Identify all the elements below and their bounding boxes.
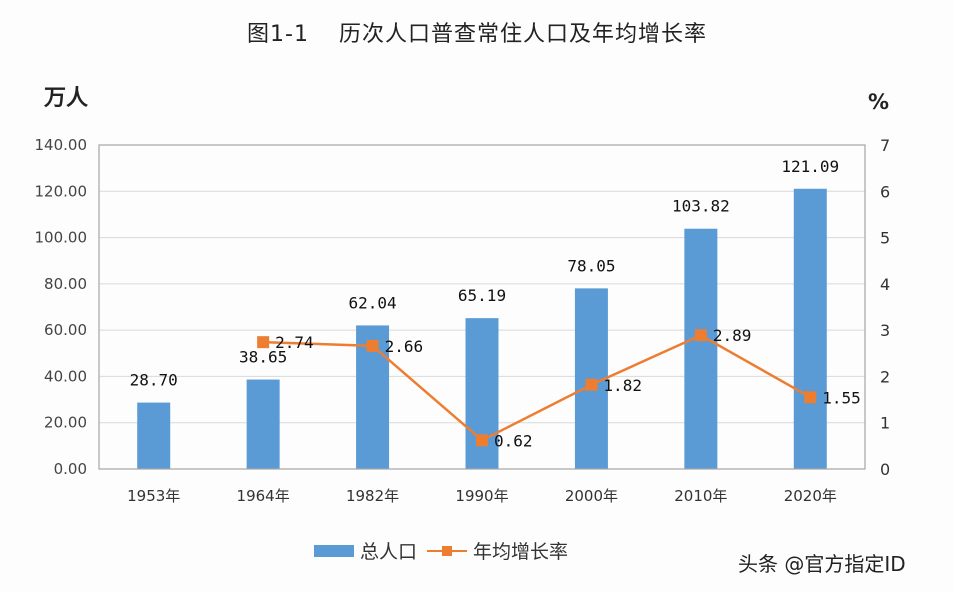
x-axis-tick: 1964年 <box>237 487 290 505</box>
axis-ticks: 0.0020.0040.0060.0080.00100.00120.00140.… <box>35 136 891 505</box>
left-axis-tick: 100.00 <box>35 229 88 247</box>
bar <box>137 402 171 469</box>
bar <box>793 188 827 470</box>
left-axis-tick: 140.00 <box>35 136 88 154</box>
line-value-label: 2.66 <box>385 337 424 356</box>
plot-frame <box>98 144 866 470</box>
left-axis-tick: 40.00 <box>44 367 87 385</box>
line-value-label: 1.55 <box>822 388 861 407</box>
title-text: 历次人口普查常住人口及年均增长率 <box>338 22 707 47</box>
bar-value-label: 121.09 <box>781 157 839 176</box>
left-axis-tick: 20.00 <box>44 414 87 432</box>
bar-value-label: 38.65 <box>239 348 287 367</box>
right-axis-tick: 3 <box>880 321 890 340</box>
data-labels: 28.70 38.65 62.04 65.19 78.05 103.82 121.09 2.7… <box>130 157 861 451</box>
right-axis-tick: 0 <box>880 460 890 479</box>
legend: 总人口 年均增长率 <box>314 537 568 564</box>
right-axis-tick: 6 <box>880 182 890 201</box>
square-marker-icon <box>585 378 598 391</box>
bar <box>684 228 718 469</box>
bar-value-label: 28.70 <box>130 371 178 390</box>
watermark: 头条 @官方指定ID <box>738 552 906 576</box>
square-marker-icon <box>442 545 453 556</box>
x-axis-tick: 1953年 <box>127 487 180 505</box>
line-value-label: 2.74 <box>275 333 314 352</box>
left-axis-unit: 万人 <box>44 86 89 111</box>
bar-series-total-population <box>137 188 827 470</box>
chart-title: 图1-1 历次人口普查常住人口及年均增长率 <box>0 16 954 48</box>
legend-line-swatch <box>427 545 468 557</box>
right-axis-tick: 2 <box>880 367 890 386</box>
x-axis-tick: 2000年 <box>565 487 618 505</box>
right-axis-tick: 1 <box>880 414 890 433</box>
right-axis-tick: 7 <box>880 136 890 155</box>
x-axis-tick: 1982年 <box>346 487 399 505</box>
x-axis-tick: 2010年 <box>674 487 727 505</box>
square-marker-icon <box>476 434 488 447</box>
x-axis-tick: 1990年 <box>455 487 508 505</box>
x-axis-tick: 2020年 <box>784 487 837 505</box>
left-axis-tick: 80.00 <box>44 275 87 293</box>
line-value-label: 1.82 <box>603 376 642 395</box>
bar-value-label: 78.05 <box>567 256 615 275</box>
bar-value-label: 65.19 <box>458 286 506 305</box>
figure-number: 图1-1 <box>247 22 309 47</box>
square-marker-icon <box>804 391 817 404</box>
left-axis-tick: 120.00 <box>35 182 88 200</box>
legend-bar-swatch <box>314 544 354 557</box>
legend-line-label: 年均增长率 <box>473 541 569 563</box>
line-series-growth-rate <box>257 329 817 447</box>
right-axis-tick: 5 <box>880 229 890 248</box>
line-value-label: 2.89 <box>713 326 752 345</box>
left-axis-tick: 0.00 <box>54 460 87 478</box>
line-value-label: 0.62 <box>494 431 533 450</box>
bar-value-label: 103.82 <box>672 197 730 216</box>
right-axis-unit: % <box>868 90 890 114</box>
bar-value-label: 62.04 <box>348 293 396 312</box>
right-axis-tick: 4 <box>880 275 890 294</box>
legend-bar-label: 总人口 <box>360 541 418 563</box>
left-axis-tick: 60.00 <box>44 321 87 339</box>
square-marker-icon <box>694 329 707 342</box>
square-marker-icon <box>257 336 270 349</box>
square-marker-icon <box>366 339 379 352</box>
bar <box>246 379 280 469</box>
